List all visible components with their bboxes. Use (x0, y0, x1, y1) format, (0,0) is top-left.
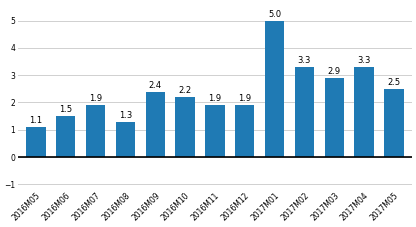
Bar (26, 127, 46, 157)
Text: 2.9: 2.9 (328, 67, 341, 76)
Bar (265, 21, 284, 157)
Text: 2.5: 2.5 (387, 78, 401, 87)
Text: 1.9: 1.9 (208, 94, 221, 103)
Text: 1.9: 1.9 (89, 94, 102, 103)
Bar (146, 91, 165, 157)
Text: 2.4: 2.4 (149, 81, 162, 90)
Text: 5.0: 5.0 (268, 10, 281, 19)
Bar (56, 116, 75, 157)
Text: 2.2: 2.2 (178, 86, 192, 95)
Bar (116, 122, 135, 157)
Text: 1.3: 1.3 (119, 111, 132, 120)
Bar (295, 67, 314, 157)
Bar (384, 89, 404, 157)
Bar (354, 67, 374, 157)
Bar (324, 78, 344, 157)
Text: 1.9: 1.9 (238, 94, 251, 103)
Text: 1.1: 1.1 (30, 116, 42, 125)
Bar (176, 97, 195, 157)
Bar (205, 105, 225, 157)
Text: 3.3: 3.3 (298, 56, 311, 65)
Text: 3.3: 3.3 (357, 56, 371, 65)
Bar (86, 105, 105, 157)
Text: 1.5: 1.5 (59, 105, 72, 114)
Bar (235, 105, 255, 157)
